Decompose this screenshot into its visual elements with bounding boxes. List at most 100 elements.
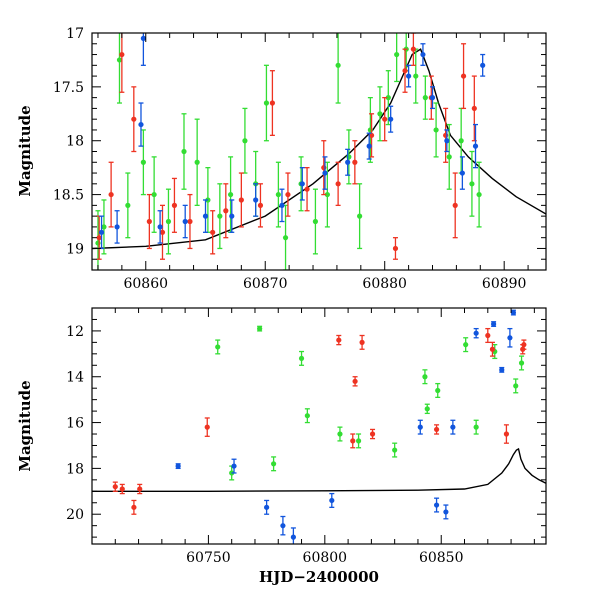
top-blue-point: [472, 123, 479, 169]
bottom-red-point: [350, 433, 356, 449]
bottom-y-tick-label: 12: [66, 324, 84, 340]
top-blue-point: [459, 156, 465, 190]
top-green-point: [476, 161, 482, 228]
bottom-panel: 60750 60800 60850 12 14 16 18 20 Magnitude HJD−…: [16, 307, 547, 586]
bottom-blue-point: [450, 419, 456, 435]
bottom-green-point: [298, 350, 305, 366]
bottom-blue-point: [329, 492, 335, 508]
top-green-point: [469, 150, 475, 217]
bottom-green-point: [257, 325, 263, 332]
top-blue-point: [429, 86, 436, 110]
top-x-tick-label: 60890: [482, 276, 527, 292]
top-green-point: [275, 161, 281, 228]
top-green-point: [385, 70, 391, 126]
top-green-point: [394, 33, 400, 83]
bottom-blue-point: [290, 527, 296, 544]
top-blue-point: [388, 105, 394, 133]
bottom-y-tick-label: 20: [66, 507, 84, 523]
bottom-red-point: [204, 417, 210, 437]
top-red-point: [392, 237, 399, 260]
bottom-y-axis-title: Magnitude: [16, 380, 34, 471]
top-green-point: [151, 156, 157, 233]
top-y-tick-label: 19: [66, 241, 84, 257]
bottom-blue-point: [507, 327, 513, 348]
top-red-point: [352, 140, 358, 185]
top-red-point: [382, 96, 388, 142]
bottom-red-point: [433, 424, 440, 435]
top-red-point: [285, 172, 291, 217]
bottom-blue-point: [473, 327, 479, 339]
top-blue-point: [140, 33, 146, 66]
bottom-axes: 60750 60800 60850 12 14 16 18 20: [66, 307, 546, 566]
bottom-blue-point: [417, 419, 423, 435]
top-blue-point: [182, 204, 188, 239]
top-red-point: [108, 161, 114, 228]
top-blue-point: [157, 210, 163, 244]
top-blue-point: [202, 199, 209, 233]
top-green-point: [125, 172, 131, 239]
top-blue-point: [366, 132, 372, 160]
bottom-red-point: [352, 376, 358, 387]
bottom-red-point: [137, 483, 143, 495]
bottom-x-tick-label: 60800: [303, 550, 348, 566]
bottom-red-point: [503, 424, 510, 444]
top-red-point: [159, 204, 166, 260]
top-green-point: [413, 48, 419, 104]
top-green-point: [165, 188, 172, 255]
bottom-green-point: [435, 382, 441, 399]
top-red-point: [269, 70, 276, 136]
bottom-blue-point: [264, 499, 270, 515]
top-plot-area: [92, 33, 546, 270]
bottom-x-axis-title: HJD−2400000: [259, 568, 379, 586]
top-red-point: [368, 113, 375, 158]
bottom-green-point: [424, 403, 430, 415]
top-green-point: [242, 107, 248, 174]
bottom-model-curve: [92, 447, 546, 492]
top-green-point: [312, 188, 319, 255]
bottom-x-tick-label: 60750: [186, 550, 231, 566]
top-green-point: [377, 86, 383, 142]
top-red-point: [223, 183, 229, 239]
top-blue-point: [279, 188, 285, 223]
bottom-red-point: [112, 481, 118, 492]
top-axes: 60860 60870 60880 60890 17 17.5 18 18.5 19: [53, 26, 546, 292]
top-green-point: [217, 183, 223, 250]
top-red-point: [146, 193, 152, 250]
bottom-blue-point: [175, 463, 181, 470]
top-red-point: [210, 210, 216, 255]
bottom-blue-point: [510, 309, 517, 316]
top-green-point: [335, 33, 341, 104]
bottom-green-point: [355, 433, 362, 449]
bottom-blue-point: [443, 504, 449, 520]
bottom-green-point: [513, 378, 519, 394]
top-blue-point: [480, 53, 486, 77]
top-red-point: [452, 172, 458, 239]
bottom-blue-point: [433, 497, 440, 513]
bottom-green-point: [473, 419, 479, 435]
top-red-point: [238, 172, 244, 228]
bottom-panel-frame: [91, 307, 547, 545]
top-x-tick-label: 60870: [243, 276, 288, 292]
top-blue-point: [229, 199, 235, 233]
top-panel: 60860 60870 60880 60890 17 17.5 18 18.5 19 Magni…: [16, 26, 547, 292]
top-y-tick-label: 18: [66, 134, 84, 150]
bottom-red-point: [131, 499, 137, 515]
top-blue-point: [406, 64, 412, 88]
top-red-point: [119, 33, 125, 93]
top-red-point: [460, 43, 467, 110]
top-blue-point: [420, 43, 426, 66]
top-red-point: [187, 193, 193, 250]
bottom-red-point: [520, 344, 526, 355]
bottom-y-tick-label: 16: [66, 416, 84, 432]
top-y-tick-label: 17: [66, 26, 84, 42]
top-green-point: [357, 183, 363, 250]
bottom-red-point: [336, 334, 342, 346]
bottom-y-tick-label: 14: [66, 370, 84, 386]
top-blue-point: [138, 102, 144, 147]
top-red-point: [402, 48, 408, 93]
top-blue-point: [444, 129, 450, 153]
bottom-red-point: [489, 341, 496, 357]
top-blue-point: [98, 215, 105, 250]
top-red-point: [410, 33, 416, 66]
